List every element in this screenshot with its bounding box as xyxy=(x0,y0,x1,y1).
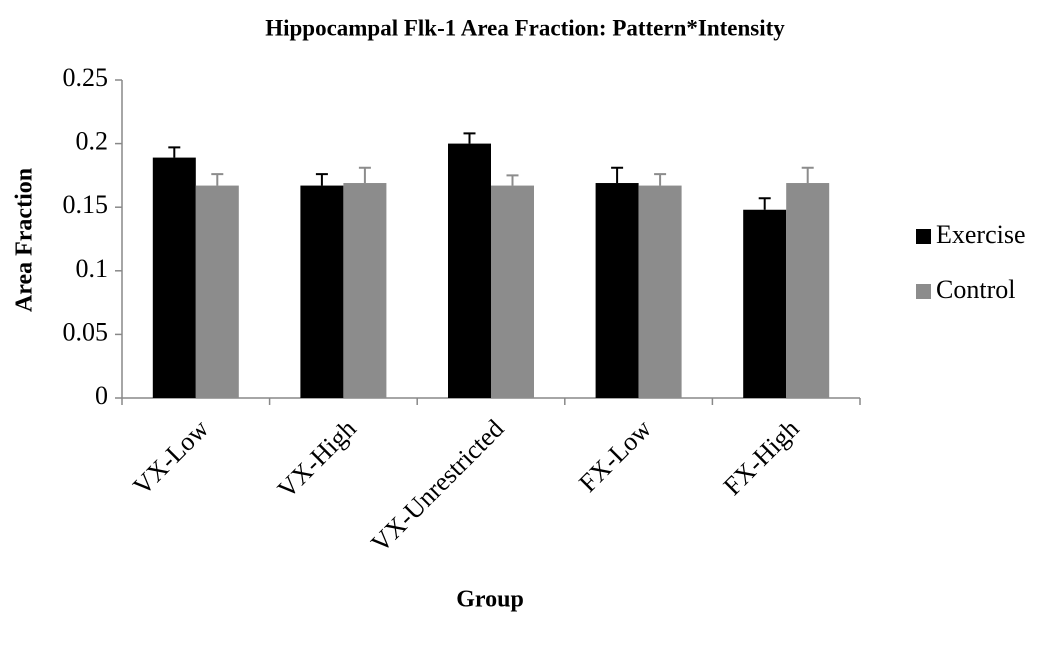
error-bar xyxy=(654,173,667,186)
error-bar xyxy=(358,166,371,184)
bar xyxy=(195,185,239,398)
error-bar xyxy=(801,166,814,184)
bar xyxy=(448,143,491,398)
legend-swatch xyxy=(916,229,931,244)
bar xyxy=(786,183,830,398)
error-bar xyxy=(611,166,624,184)
error-bar xyxy=(758,197,771,210)
y-tick-label: 0.25 xyxy=(63,63,109,92)
error-bar xyxy=(463,132,476,144)
bar xyxy=(343,183,387,398)
legend-label: Control xyxy=(936,275,1015,304)
error-bar xyxy=(506,174,519,186)
bar xyxy=(491,185,534,398)
bar xyxy=(743,209,787,398)
legend-swatch xyxy=(916,284,931,299)
x-tick-label: VX-Unrestricted xyxy=(365,414,509,558)
bar xyxy=(300,185,344,398)
error-bar xyxy=(168,146,181,158)
error-bar xyxy=(211,173,224,186)
x-tick-label: FX-High xyxy=(718,414,805,501)
bar xyxy=(638,185,682,398)
y-tick-label: 0.15 xyxy=(63,190,109,219)
y-axis-label: Area Fraction xyxy=(12,168,38,312)
bar xyxy=(595,183,639,398)
chart-title: Hippocampal Flk-1 Area Fraction: Pattern… xyxy=(265,15,785,40)
x-axis-label: Group xyxy=(456,587,524,613)
legend-label: Exercise xyxy=(936,220,1026,249)
error-bar xyxy=(315,173,328,186)
bar xyxy=(152,157,196,398)
x-tick-label: FX-Low xyxy=(573,414,657,498)
x-tick-label: VX-Low xyxy=(127,414,214,501)
y-tick-label: 0.05 xyxy=(63,317,109,346)
x-tick-label: VX-High xyxy=(272,414,362,504)
y-tick-label: 0 xyxy=(95,381,108,410)
y-tick-label: 0.2 xyxy=(76,127,109,156)
y-tick-label: 0.1 xyxy=(76,254,109,283)
